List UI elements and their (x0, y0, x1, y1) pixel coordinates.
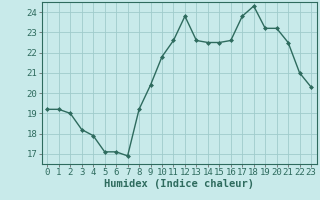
X-axis label: Humidex (Indice chaleur): Humidex (Indice chaleur) (104, 179, 254, 189)
